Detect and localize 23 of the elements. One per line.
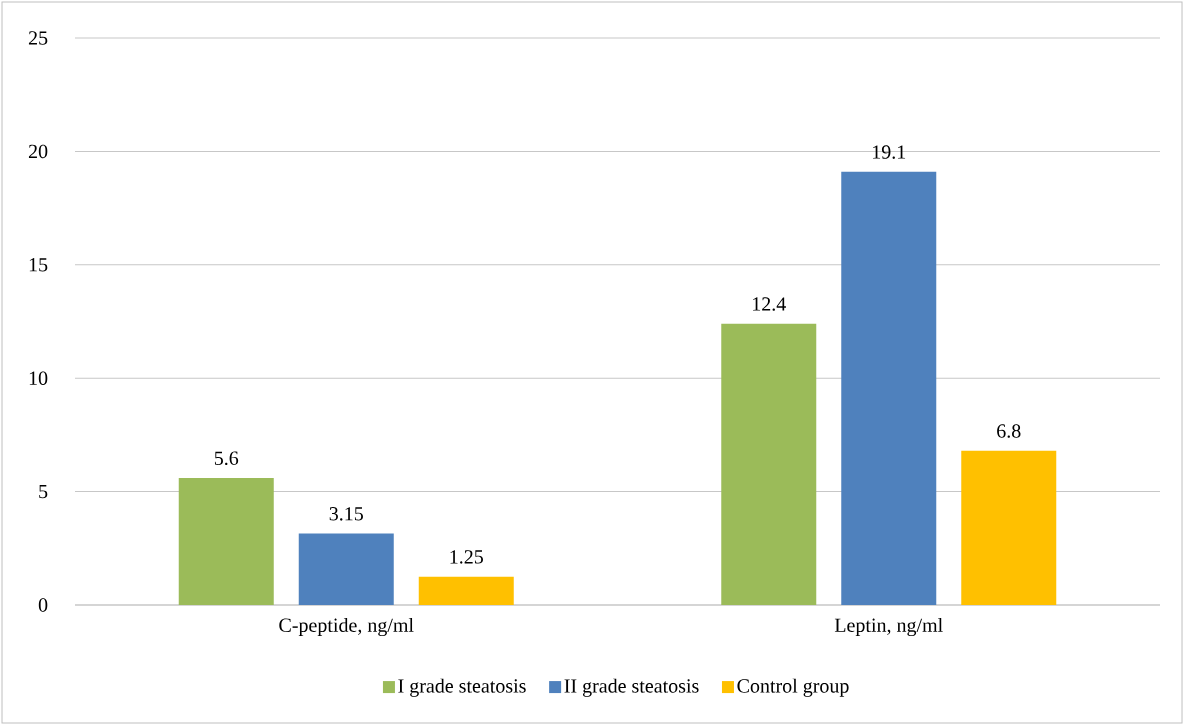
y-tick-label: 0	[38, 598, 48, 612]
y-tick-label: 15	[29, 258, 48, 272]
data-label: 5.6	[214, 451, 239, 466]
data-label: 19.1	[873, 145, 906, 159]
bar	[961, 450, 1057, 605]
x-tick-label: Leptin, ng/ml	[834, 617, 943, 637]
y-tick-label: 25	[28, 31, 48, 45]
data-label: 6.8	[997, 424, 1021, 438]
y-tick-label: 10	[29, 371, 48, 385]
bar	[721, 323, 817, 605]
legend-label: I grade steatosis	[398, 678, 526, 697]
data-label: 1.25	[450, 550, 483, 564]
y-tick-label: 5	[39, 484, 48, 499]
data-label: 3.15	[329, 507, 363, 521]
bar	[178, 477, 274, 605]
legend-label: II grade steatosis	[564, 678, 699, 697]
x-tick-label: C-peptide, ng/ml	[279, 617, 414, 637]
bar	[298, 533, 394, 605]
y-tick-label: 20	[28, 144, 48, 159]
bar	[418, 576, 514, 605]
bar	[841, 171, 937, 605]
data-label: 12.4	[753, 297, 786, 311]
legend-label: Control group	[737, 678, 849, 697]
